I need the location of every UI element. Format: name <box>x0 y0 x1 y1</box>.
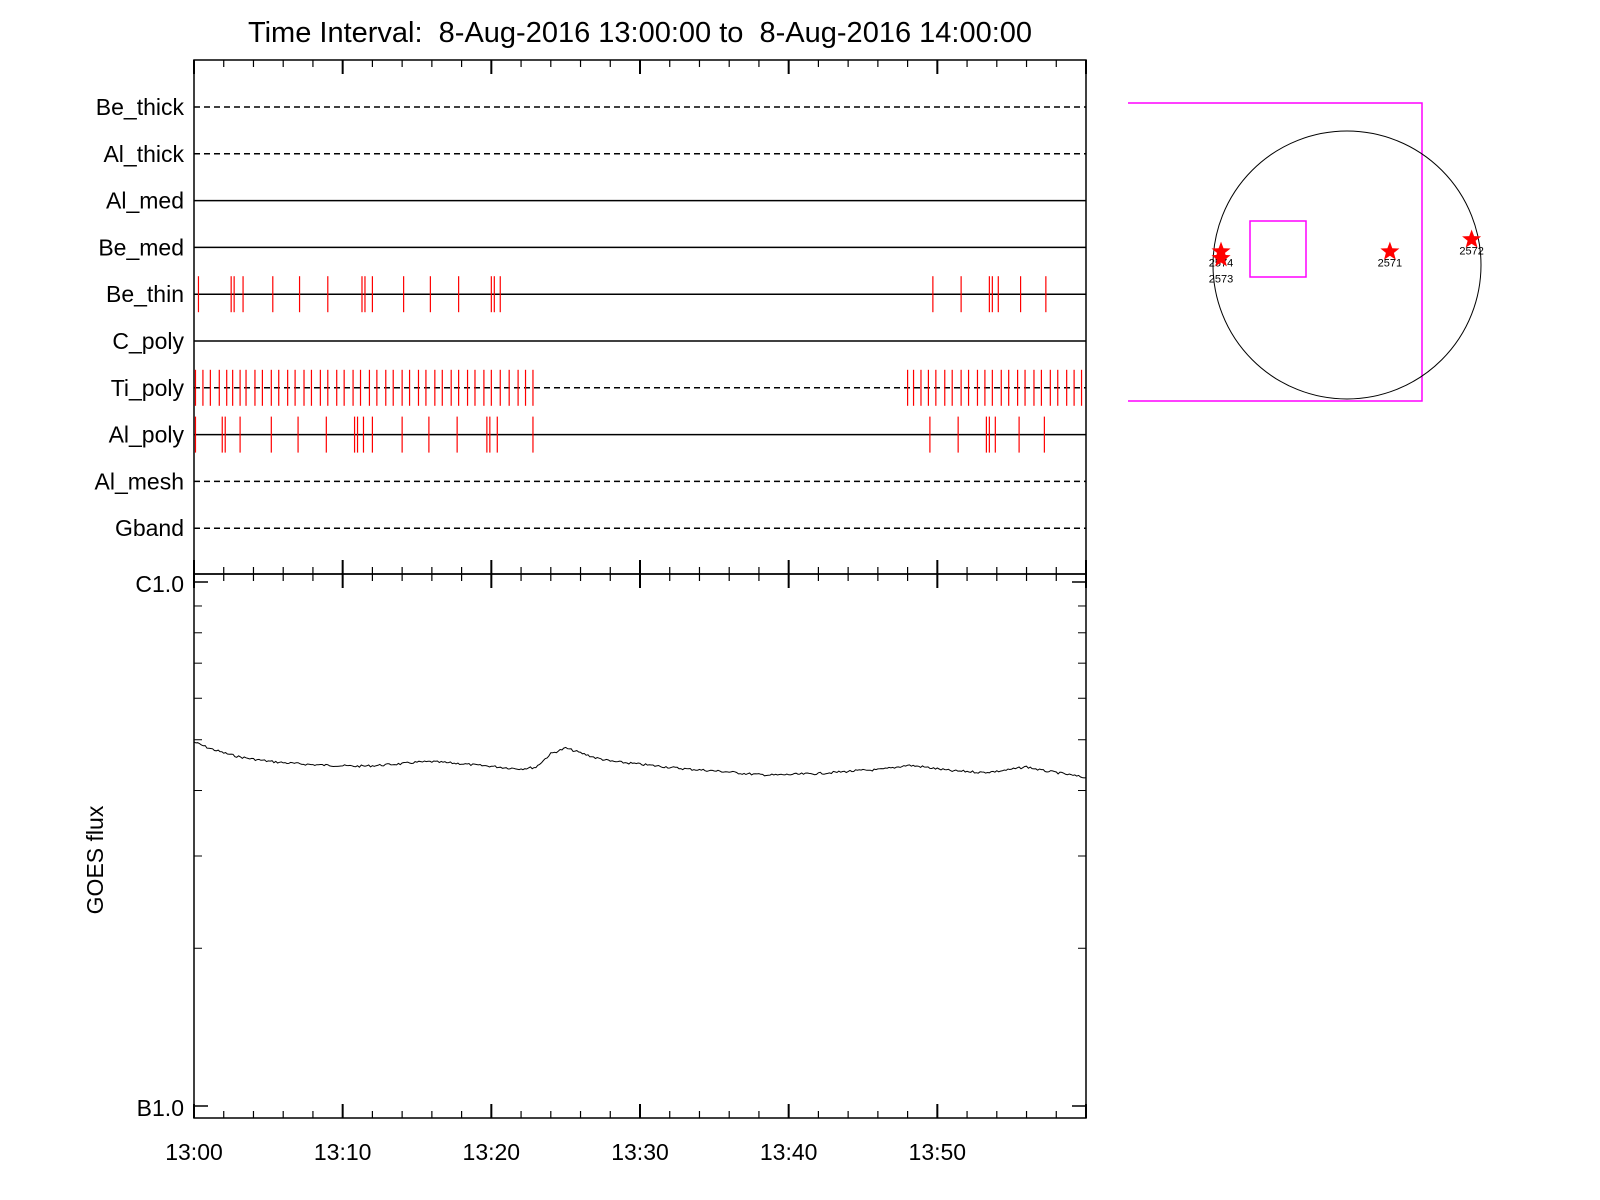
active-regions: 2574 2573 2571 2572 <box>1209 229 1484 285</box>
goes-panel-ticks <box>193 560 1087 1118</box>
row-label: Be_med <box>98 234 184 260</box>
row-label: Be_thick <box>96 94 185 120</box>
y-axis-label: GOES flux <box>82 805 108 914</box>
goes-flux-line <box>193 741 1087 779</box>
filter-row-c_poly: C_poly <box>112 328 1086 354</box>
x-tick-label: 13:00 <box>165 1139 223 1165</box>
active-region-2571: 2571 <box>1378 241 1402 270</box>
filter-panel-ticks <box>193 60 1087 74</box>
region-marker <box>1380 241 1400 260</box>
filter-row-ti_poly: Ti_poly <box>111 369 1086 406</box>
filter-row-be_med: Be_med <box>98 234 1086 260</box>
sun-map: 2574 2573 2571 2572 <box>1128 102 1484 402</box>
goes-panel: C1.0 B1.0 GOES flux 13:00 13:10 13:20 13:30… <box>82 560 1087 1165</box>
filter-panel: Be_thick Al_thick Al_med Be_med Be_thin C_pol… <box>95 59 1087 575</box>
y-tick-label-bottom: B1.0 <box>137 1095 184 1121</box>
filter-row-al_thick: Al_thick <box>103 141 1086 167</box>
filter-row-al_med: Al_med <box>106 188 1086 214</box>
chart-title: Time Interval: 8-Aug-2016 13:00:00 to 8-… <box>248 17 1032 49</box>
active-region-2573: 2573 <box>1209 248 1233 285</box>
region-label: 2571 <box>1378 258 1402 270</box>
row-label: Gband <box>115 515 184 541</box>
x-tick-label: 13:50 <box>909 1139 967 1165</box>
x-tick-label: 13:30 <box>611 1139 669 1165</box>
fov-box <box>1128 102 1423 402</box>
goes-panel-frame <box>193 573 1087 1119</box>
filter-row-al_mesh: Al_mesh <box>95 468 1086 494</box>
y-tick-label-top: C1.0 <box>135 571 184 597</box>
region-marker <box>1462 229 1482 248</box>
row-label: Ti_poly <box>111 375 185 401</box>
solar-disk <box>1212 130 1482 400</box>
row-label: Be_thin <box>106 281 184 307</box>
filter-row-be_thick: Be_thick <box>96 94 1086 120</box>
region-label: 2572 <box>1459 246 1483 258</box>
filter-row-gband: Gband <box>115 515 1086 541</box>
filter-panel-frame <box>193 59 1087 575</box>
x-tick-label: 13:20 <box>463 1139 521 1165</box>
region-label: 2574 <box>1209 258 1233 270</box>
row-label: Al_med <box>106 188 184 214</box>
row-label: Al_poly <box>109 422 185 448</box>
x-tick-label: 13:10 <box>314 1139 372 1165</box>
region-label: 2573 <box>1209 273 1233 285</box>
filter-row-be_thin: Be_thin <box>106 276 1086 313</box>
x-tick-labels: 13:00 13:10 13:20 13:30 13:40 13:50 <box>165 1139 966 1165</box>
filter-rows: Be_thick Al_thick Al_med Be_med Be_thin C_pol… <box>95 94 1086 541</box>
x-tick-label: 13:40 <box>760 1139 818 1165</box>
filter-row-al_poly: Al_poly <box>109 416 1086 453</box>
row-label: C_poly <box>112 328 184 354</box>
region-marker <box>1211 248 1231 267</box>
target-box <box>1249 220 1307 278</box>
row-label: Al_mesh <box>95 468 184 494</box>
row-label: Al_thick <box>103 141 184 167</box>
active-region-2572: 2572 <box>1459 229 1484 258</box>
